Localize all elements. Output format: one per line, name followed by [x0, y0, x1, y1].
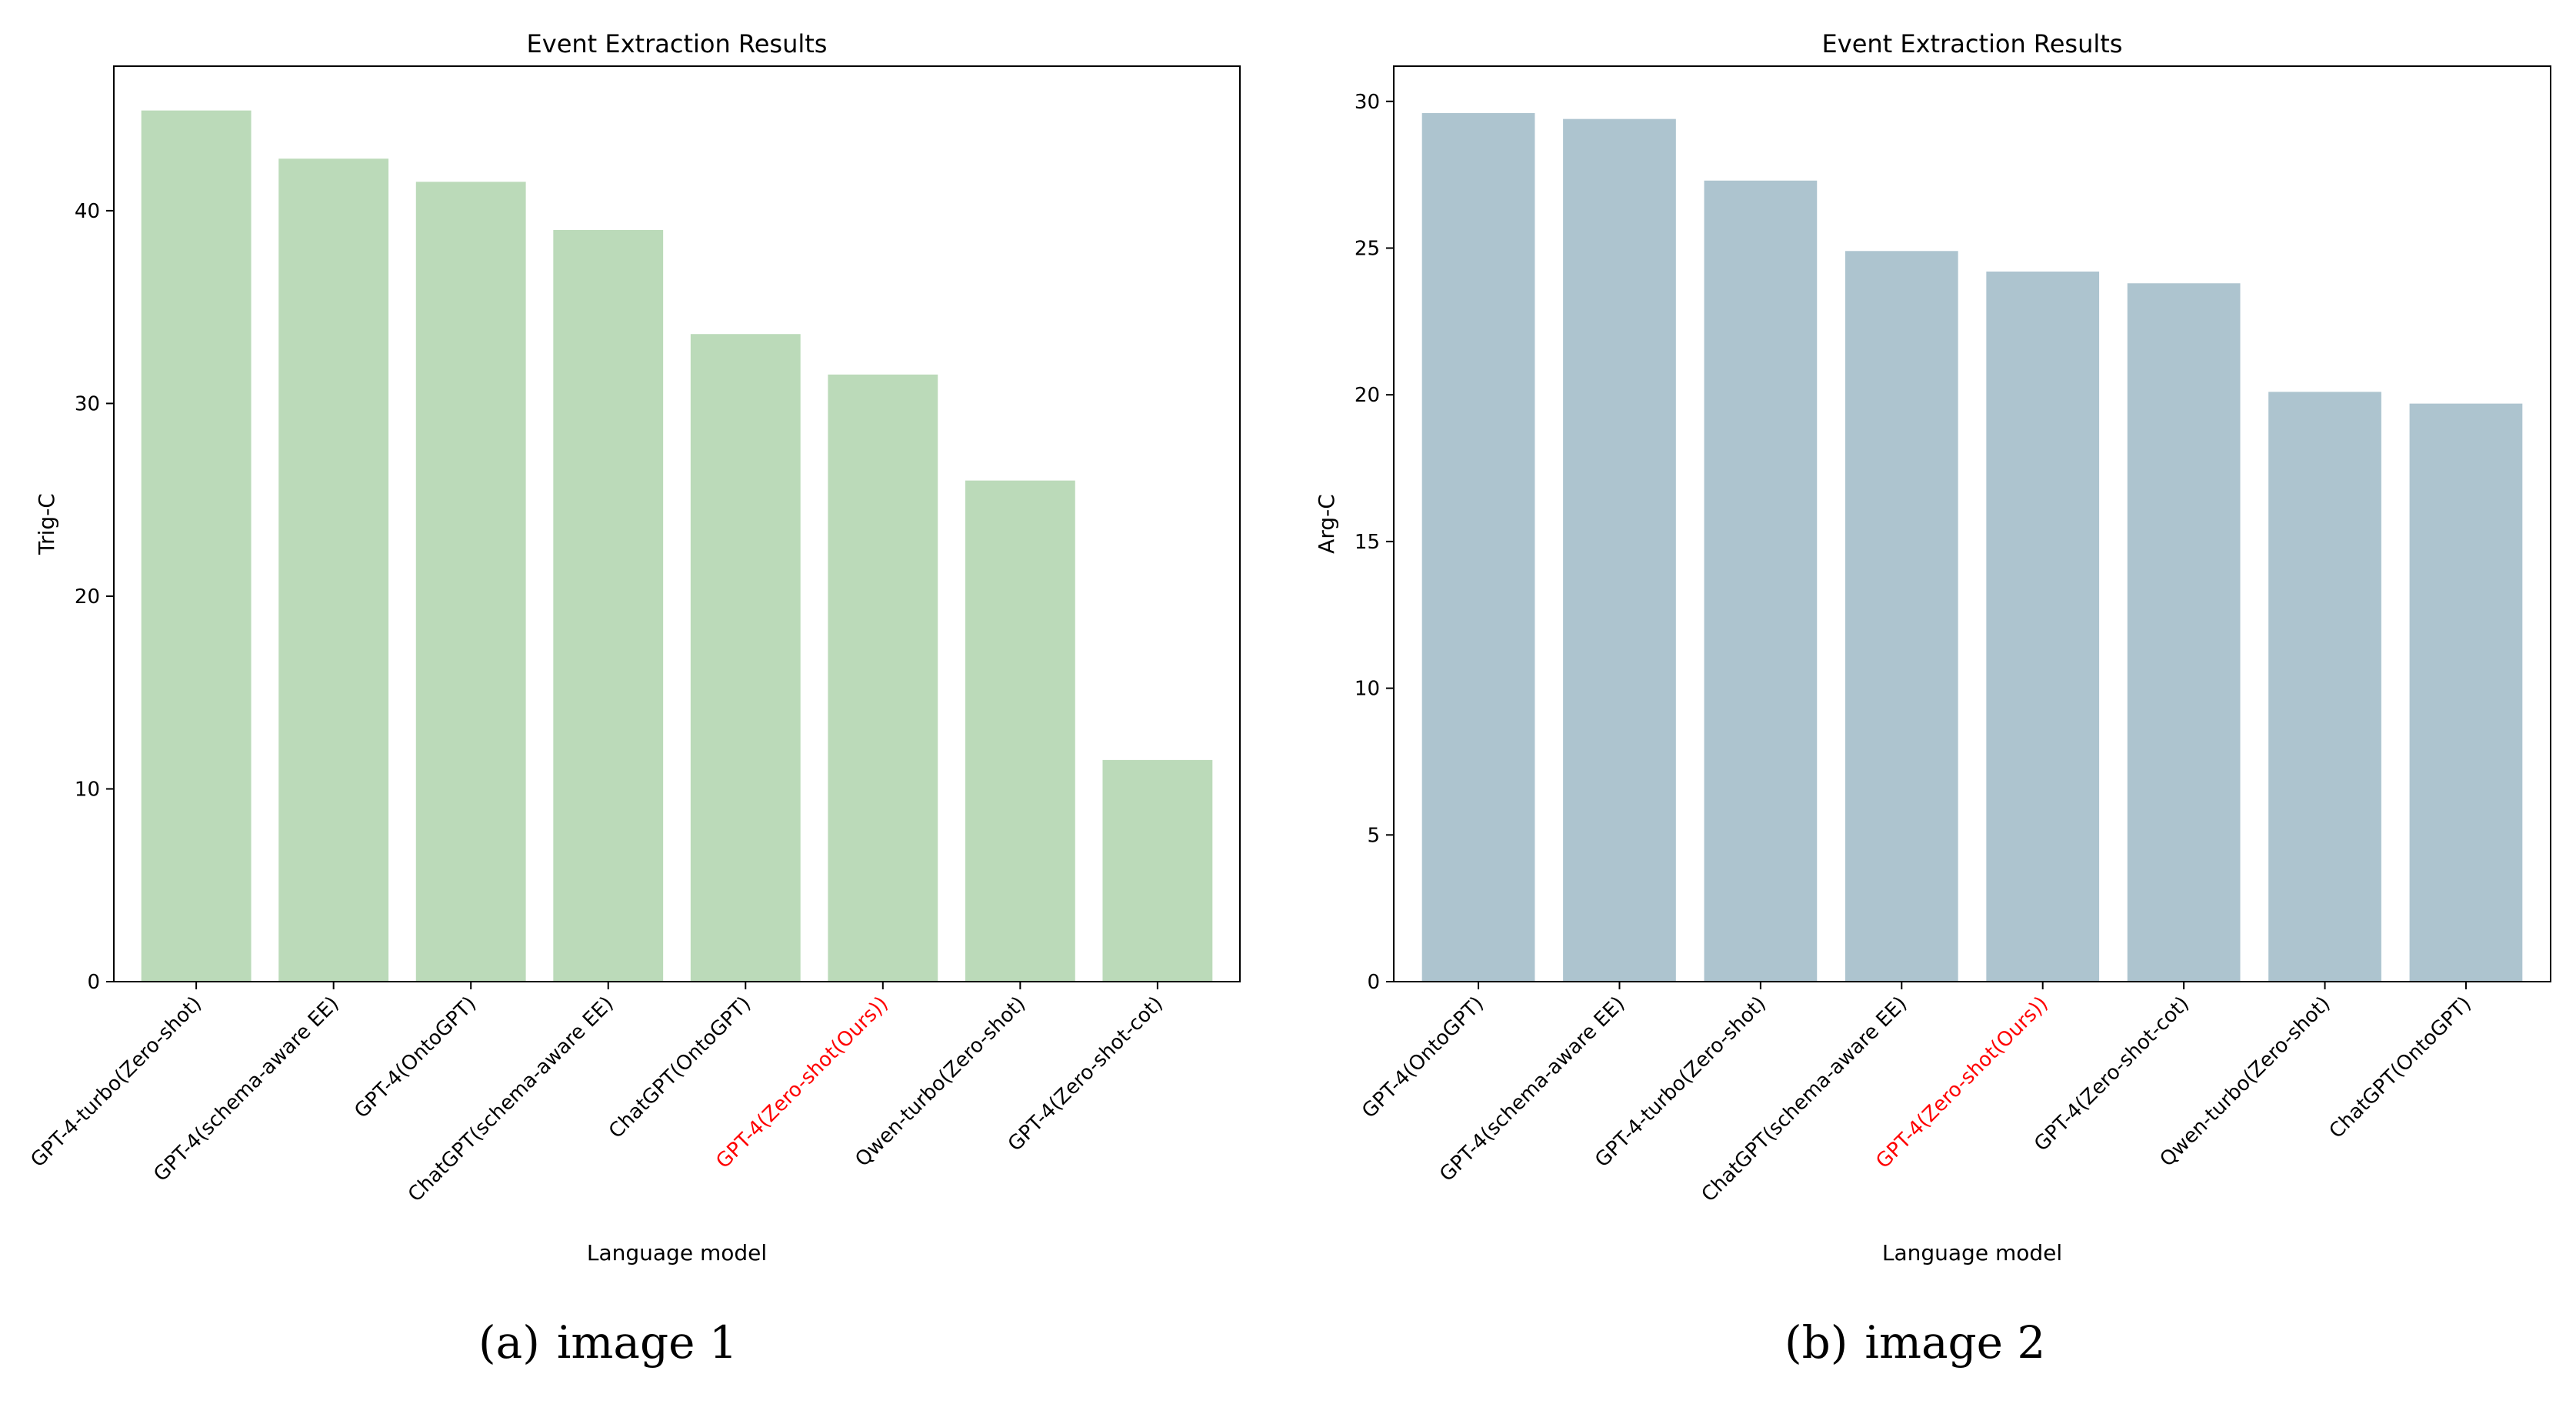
x-tick-label: GPT-4(OntoGPT)	[1358, 992, 1488, 1123]
bar	[690, 334, 801, 982]
bar	[965, 480, 1075, 982]
bar	[415, 182, 526, 982]
caption-a: (a) image 1	[478, 1316, 738, 1369]
bar	[2127, 283, 2241, 982]
plot-frame	[1393, 65, 2551, 982]
x-tick-label: GPT-4(Zero-shot-cot)	[2030, 992, 2194, 1156]
caption-a-label: (a)	[478, 1316, 540, 1369]
y-tick-label: 10	[1355, 678, 1380, 701]
chart-1: 010203040GPT-4-turbo(Zero-shot)GPT-4(sch…	[26, 29, 1241, 1266]
y-tick-label: 25	[1355, 237, 1380, 260]
x-tick-label: GPT-4(OntoGPT)	[350, 992, 481, 1123]
caption-a-text: image 1	[556, 1316, 738, 1369]
y-tick-label: 30	[75, 392, 100, 415]
plot-frame	[113, 65, 1241, 982]
caption-b-label: (b)	[1785, 1316, 1848, 1369]
bar	[1845, 251, 1958, 982]
x-tick-label: ChatGPT(OntoGPT)	[605, 992, 755, 1143]
chart-2: 051015202530GPT-4(OntoGPT)GPT-4(schema-a…	[1314, 29, 2551, 1266]
bar	[828, 374, 938, 982]
y-tick-label: 0	[87, 971, 100, 994]
bar	[1704, 180, 1818, 982]
y-tick-label: 20	[1355, 384, 1380, 407]
x-axis-label: Language model	[587, 1240, 767, 1266]
x-tick-label: GPT-4(Zero-shot-cot)	[1004, 992, 1168, 1156]
bar	[1102, 759, 1213, 982]
chart-title: Event Extraction Results	[527, 29, 828, 58]
y-axis-label: Trig-C	[34, 493, 59, 555]
bar	[1563, 118, 1676, 982]
y-tick-label: 15	[1355, 531, 1380, 554]
bar	[278, 158, 389, 982]
bar	[1986, 271, 2100, 982]
caption-b-text: image 2	[1865, 1316, 2046, 1369]
chart-title: Event Extraction Results	[1822, 29, 2123, 58]
bar	[2268, 392, 2381, 982]
y-tick-label: 0	[1367, 971, 1380, 994]
y-tick-label: 30	[1355, 91, 1380, 114]
x-axis-label: Language model	[1882, 1240, 2062, 1266]
y-tick-label: 20	[75, 585, 100, 609]
bar	[2409, 403, 2523, 982]
y-axis-label: Arg-C	[1314, 494, 1339, 554]
bar	[1421, 113, 1535, 982]
caption-b: (b) image 2	[1785, 1316, 2045, 1369]
y-tick-label: 40	[75, 200, 100, 223]
bar	[553, 229, 664, 982]
y-tick-label: 5	[1367, 824, 1380, 847]
x-tick-label: ChatGPT(OntoGPT)	[2325, 992, 2476, 1143]
bar	[141, 110, 252, 982]
y-tick-label: 10	[75, 778, 100, 801]
